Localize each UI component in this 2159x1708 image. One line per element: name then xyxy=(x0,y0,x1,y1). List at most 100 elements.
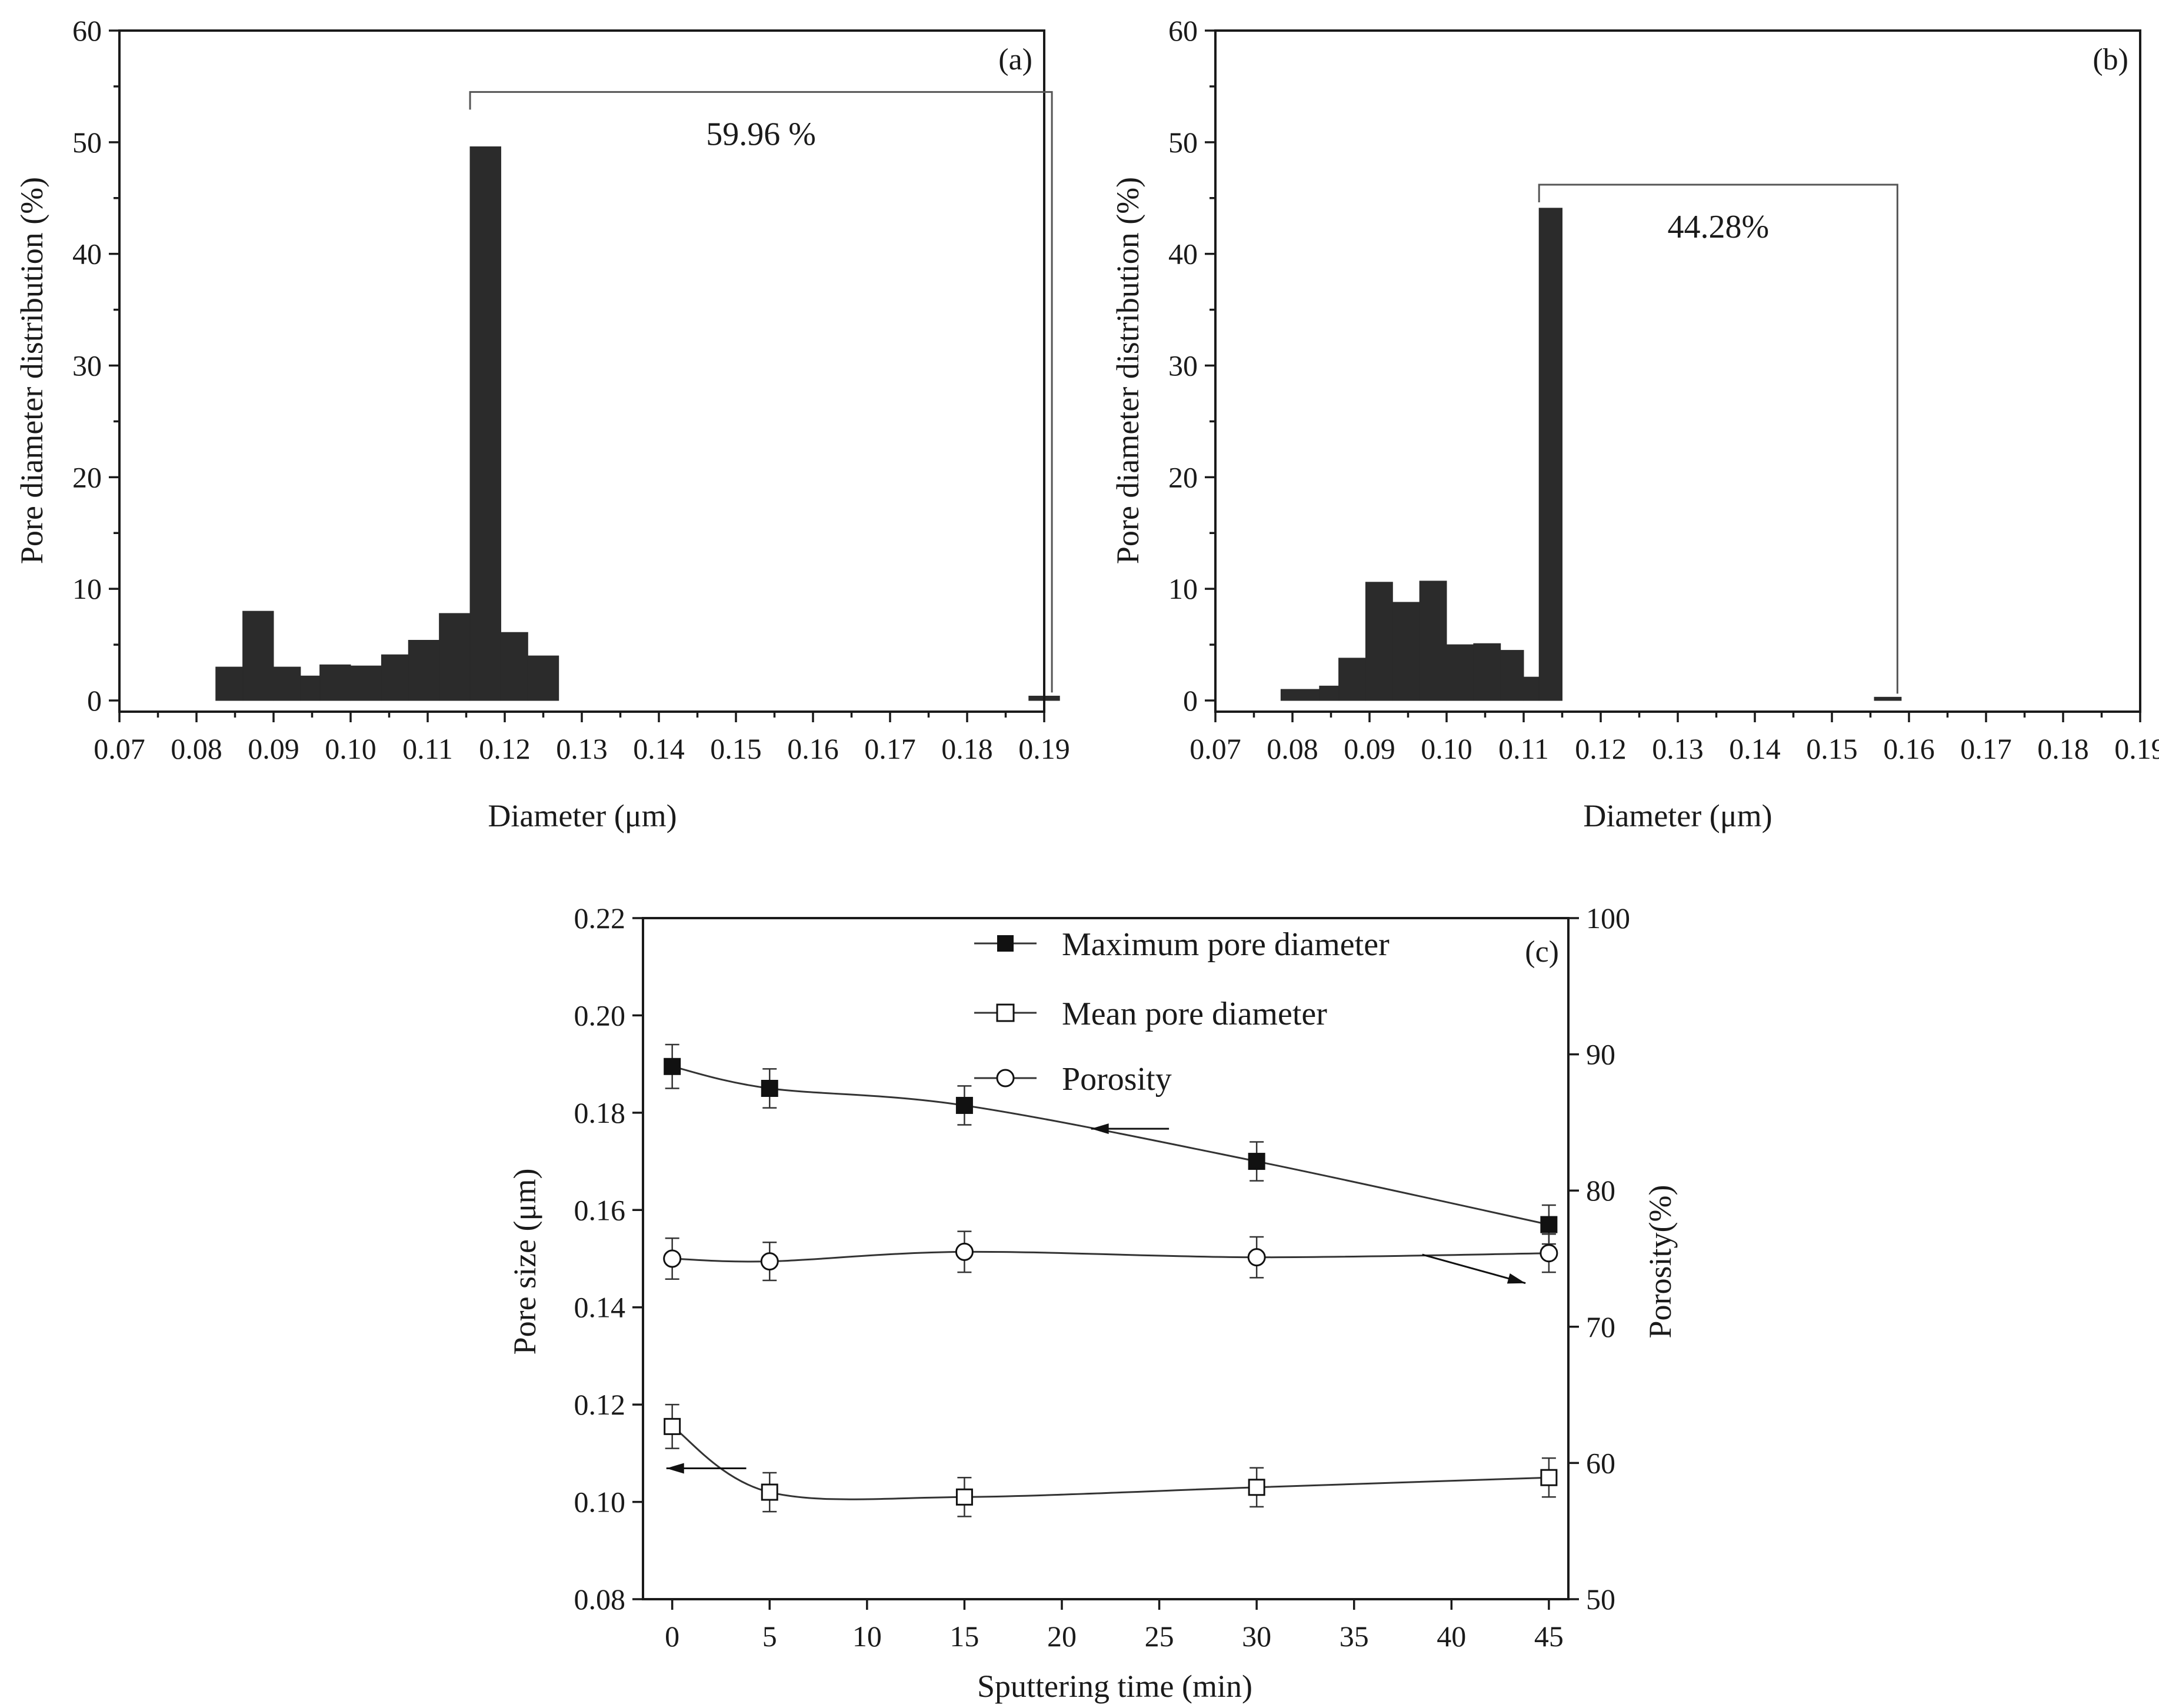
panel-b-bar-chart: 0.07 0.08 0.09 0.10 0.11 0.12 0.13 0.14 0.15 0.16… xyxy=(1110,14,2159,833)
series-0-point xyxy=(1540,1216,1558,1233)
panel-a-bar-8 xyxy=(439,613,471,701)
panel-a-bar-5 xyxy=(350,665,382,701)
panel-a-xtick-label: 0.11 xyxy=(402,732,453,765)
panel-c-xtick-label: 10 xyxy=(852,1620,882,1653)
series-2-line xyxy=(672,1250,1549,1263)
legend-label-porosity: Porosity xyxy=(1062,1061,1172,1097)
panel-b-xlabel: Diameter (μm) xyxy=(1583,798,1772,833)
panel-b-xtick-label: 0.07 xyxy=(1190,732,1241,765)
panel-b-xtick-label: 0.09 xyxy=(1344,732,1395,765)
legend-label-mean: Mean pore diameter xyxy=(1062,996,1327,1032)
panel-c-ytick-label: 0.08 xyxy=(574,1583,626,1616)
panel-a-bar-11 xyxy=(527,655,559,701)
panel-a-xtick-label: 0.16 xyxy=(787,732,839,765)
series-0-point xyxy=(664,1058,681,1075)
arrow-porosity-to-right-head xyxy=(1507,1273,1526,1284)
series-1-point xyxy=(761,1483,778,1501)
panel-b-xtick-label: 0.11 xyxy=(1498,732,1549,765)
legend-marker-porosity xyxy=(996,1069,1015,1087)
series-0-point xyxy=(955,1096,973,1114)
panel-a-xlabel: Diameter (μm) xyxy=(488,798,677,833)
panel-a-xtick-label: 0.12 xyxy=(479,732,531,765)
panel-b-xtick-label: 0.08 xyxy=(1267,732,1318,765)
panel-b-xtick-label: 0.16 xyxy=(1883,732,1935,765)
panel-b-bar-7 xyxy=(1473,643,1501,701)
panel-a-bar-2 xyxy=(273,666,301,701)
panel-c-line-chart: 0 5 10 15 20 25 30 35 40 45 0.08 0.10 0.12 0.14 0.16 0.… xyxy=(507,902,1678,1704)
panel-c-xtick-label: 40 xyxy=(1437,1620,1466,1653)
panel-b-bar-0 xyxy=(1280,689,1320,701)
panel-c-legend: Maximum pore diameter Mean pore diameter… xyxy=(974,926,1390,1097)
panel-c-xtick-label: 25 xyxy=(1145,1620,1174,1653)
panel-c-ytick-label: 0.14 xyxy=(574,1291,626,1324)
panel-a-label: (a) xyxy=(998,43,1032,76)
panel-b-xtick-label: 0.13 xyxy=(1652,732,1704,765)
panel-a-ytick-label: 20 xyxy=(72,461,102,493)
panel-b-ytick-label: 10 xyxy=(1168,572,1198,605)
panel-b-ytick-label: 20 xyxy=(1168,461,1198,493)
panel-a-bar-chart: 0.07 0.08 0.09 0.10 0.11 0.12 0.13 0.14 0.15 0.16… xyxy=(14,14,1070,833)
panel-b-xtick-label: 0.15 xyxy=(1806,732,1858,765)
panel-a-ytick-label: 60 xyxy=(72,14,102,47)
panel-a-xtick-label: 0.09 xyxy=(248,732,299,765)
panel-b-ytick-label: 0 xyxy=(1183,684,1198,717)
panel-b-bar-11 xyxy=(1874,696,1902,701)
panel-b-xtick-label: 0.19 xyxy=(2114,732,2159,765)
panel-b-xtick-label: 0.17 xyxy=(1960,732,2012,765)
panel-c-ytick-label: 0.12 xyxy=(574,1388,626,1421)
arrow-porosity-to-right-shaft xyxy=(1422,1253,1526,1285)
panel-c-ytick-label: 0.22 xyxy=(574,902,626,935)
legend-marker-mean xyxy=(996,1003,1015,1022)
panel-a-bar-1 xyxy=(242,611,274,701)
panel-c-ytick-right-label: 80 xyxy=(1586,1174,1615,1207)
panel-a-ytick-label: 10 xyxy=(72,572,102,605)
panel-a-bar-0 xyxy=(215,666,244,701)
panel-b-bar-3 xyxy=(1365,582,1393,701)
panel-a-bars xyxy=(215,146,1060,701)
series-2-point xyxy=(955,1242,974,1261)
panel-a-bar-3 xyxy=(300,675,321,701)
panel-b-label: (b) xyxy=(2093,43,2128,76)
panel-b-frame xyxy=(1214,29,2141,713)
panel-a-annotation: 59.96 % xyxy=(706,116,816,152)
series-2-point xyxy=(760,1252,779,1271)
series-1-point xyxy=(1540,1469,1558,1486)
panel-b-annotation: 44.28% xyxy=(1667,209,1769,245)
series-1-line xyxy=(671,1426,1549,1500)
panel-a-xtick-label: 0.08 xyxy=(171,732,222,765)
panel-b-ylabel: Pore diameter distribution (%) xyxy=(1110,177,1145,564)
panel-a-xtick-label: 0.07 xyxy=(94,732,145,765)
panel-b-xtick-label: 0.18 xyxy=(2037,732,2089,765)
panel-a-ytick-label: 40 xyxy=(72,238,102,271)
panel-b-bar-10 xyxy=(1538,208,1562,701)
series-1-point xyxy=(664,1417,681,1435)
panel-a-ytick-label: 30 xyxy=(72,349,102,382)
panel-c-ytick-right-label: 100 xyxy=(1586,902,1630,935)
series-1-point xyxy=(955,1488,973,1506)
panel-a-bar-4 xyxy=(319,664,351,701)
panel-c-xtick-label: 5 xyxy=(762,1620,777,1653)
panel-a-bar-10 xyxy=(500,632,528,701)
panel-b-ytick-label: 50 xyxy=(1168,126,1198,159)
panel-a-xtick-label: 0.18 xyxy=(941,732,993,765)
series-2-point xyxy=(1540,1244,1558,1263)
series-0-point xyxy=(1248,1153,1265,1170)
panel-b-ticks: 0.07 0.08 0.09 0.10 0.11 0.12 0.13 0.14 0.15 0.16… xyxy=(1168,14,2159,765)
panel-c-xtick-label: 20 xyxy=(1047,1620,1077,1653)
panel-a-xtick-label: 0.13 xyxy=(556,732,608,765)
panel-a-xtick-label: 0.15 xyxy=(710,732,762,765)
panel-a-xtick-label: 0.14 xyxy=(633,732,685,765)
panel-a-bracket xyxy=(469,91,1053,693)
panel-c-ytick-label: 0.20 xyxy=(574,999,626,1032)
panel-b-bracket xyxy=(1538,184,1898,694)
panel-c-xtick-label: 15 xyxy=(949,1620,979,1653)
panel-c-ytick-label: 0.18 xyxy=(574,1096,626,1129)
panel-c-points xyxy=(663,1043,1558,1517)
series-0-point xyxy=(761,1080,778,1097)
series-1-point xyxy=(1248,1479,1265,1496)
panel-a-frame xyxy=(118,29,1045,713)
legend-label-max: Maximum pore diameter xyxy=(1062,926,1390,963)
arrow-mean-to-left-head xyxy=(666,1463,684,1474)
panel-a-ytick-label: 0 xyxy=(87,684,102,717)
